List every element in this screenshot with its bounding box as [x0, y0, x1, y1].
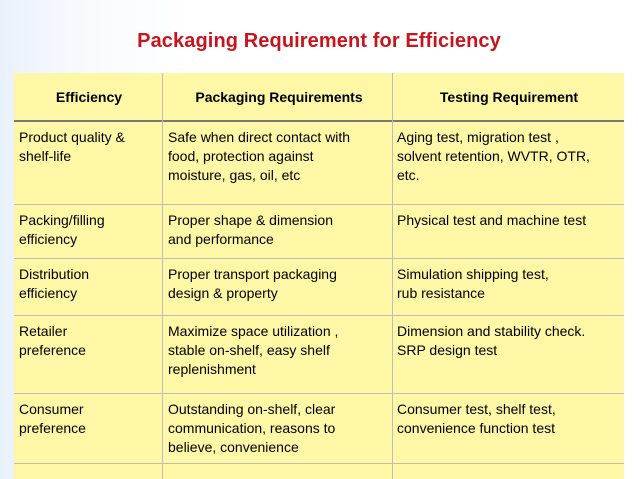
- testing-requirement-cell: Consumer test, shelf test, convenience f…: [397, 401, 556, 436]
- packaging-requirement-cell: Proper transport packaging design & prop…: [168, 266, 337, 301]
- table-row: [14, 464, 624, 479]
- packaging-requirement-cell: Outstanding on-shelf, clear communicatio…: [168, 401, 336, 455]
- efficiency-cell: Packing/filling efficiency: [19, 212, 105, 247]
- header-packaging-requirements: Packaging Requirements: [195, 88, 363, 105]
- packaging-requirement-cell: Proper shape & dimension and performance: [168, 212, 333, 247]
- testing-requirement-cell: Physical test and machine test: [397, 212, 587, 228]
- packaging-requirement-cell: Safe when direct contact with food, prot…: [168, 129, 351, 183]
- page-title: Packaging Requirement for Efficiency: [137, 30, 501, 52]
- testing-requirement-cell: Aging test, migration test , solvent ret…: [397, 129, 590, 183]
- testing-requirement-cell: Dimension and stability check. SRP desig…: [397, 323, 586, 358]
- header-efficiency: Efficiency: [55, 88, 123, 105]
- efficiency-cell: Retailer preference: [19, 323, 86, 358]
- table-row: Consumer preference Outstanding on-shelf…: [14, 394, 624, 464]
- efficiency-cell: Distribution efficiency: [19, 266, 90, 301]
- requirements-table: Efficiency Packaging Requirements Testin…: [14, 73, 624, 479]
- testing-requirement-cell: Simulation shipping test, rub resistance: [397, 266, 549, 301]
- table-row: Distribution efficiency Proper transport…: [14, 259, 624, 316]
- packaging-requirement-cell: Maximize space utilization , stable on-s…: [168, 323, 339, 377]
- efficiency-cell: Consumer preference: [19, 401, 86, 436]
- table-row: Packing/filling efficiency Proper shape …: [14, 205, 624, 259]
- efficiency-cell: Product quality & shelf-life: [19, 129, 125, 164]
- header-testing-requirement: Testing Requirement: [439, 88, 579, 105]
- table-row: Retailer preference Maximize space utili…: [14, 316, 624, 394]
- table-header: Efficiency Packaging Requirements Testin…: [14, 73, 624, 122]
- column-divider: [392, 73, 393, 479]
- table-row: Product quality & shelf-life Safe when d…: [14, 122, 624, 205]
- column-divider: [162, 73, 163, 479]
